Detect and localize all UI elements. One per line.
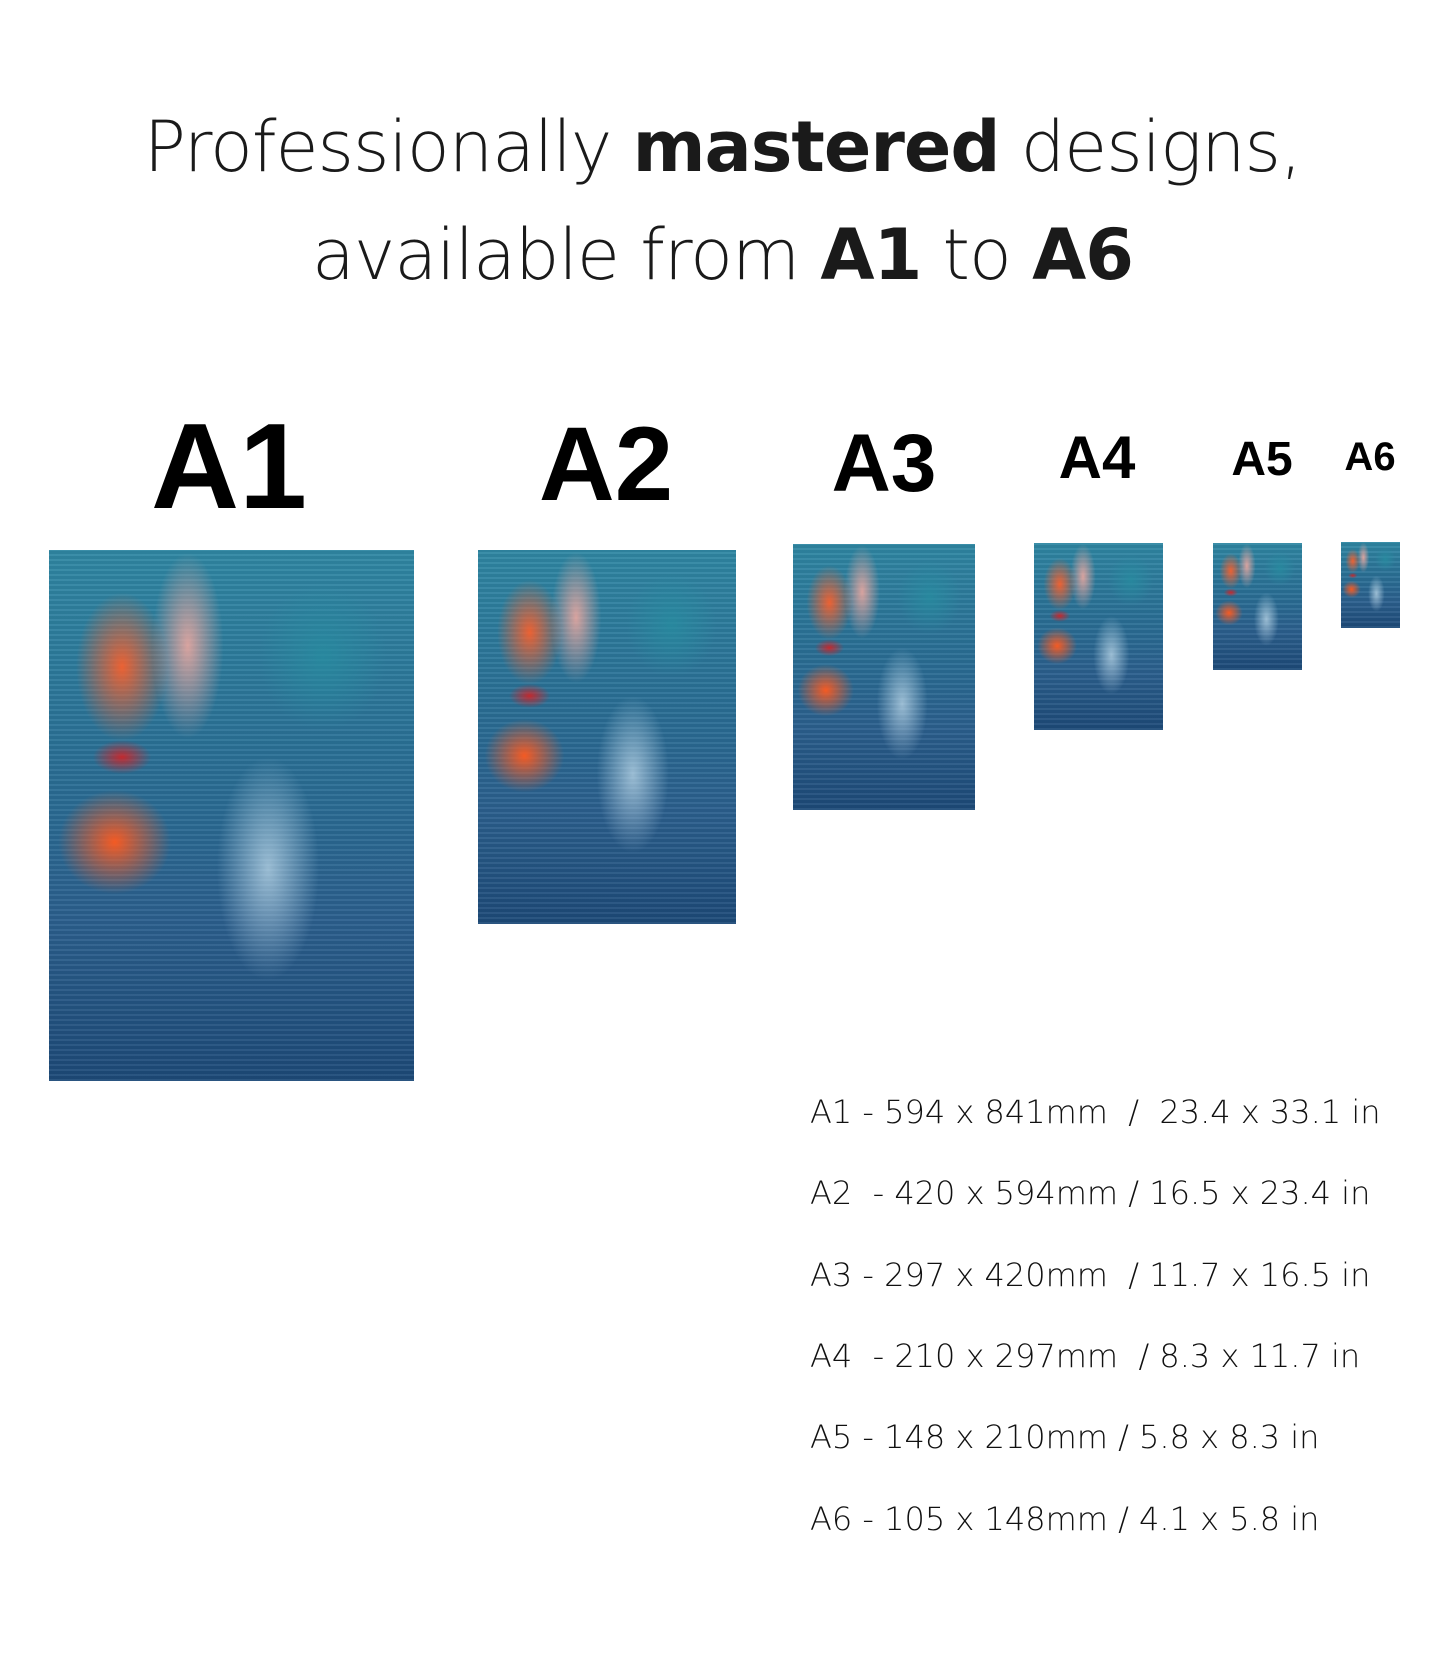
- headline-bold-text: A6: [1032, 214, 1134, 296]
- size-spec-a6: A6 - 105 x 148mm / 4.1 x 5.8 in: [810, 1500, 1320, 1538]
- artwork-preview-a5: [1213, 543, 1302, 670]
- artwork-preview-a1: [49, 550, 414, 1081]
- size-label-a4: A4: [1058, 424, 1136, 491]
- size-label-a6: A6: [1344, 435, 1396, 479]
- headline-line-1: Professionally mastered designs,: [0, 112, 1445, 182]
- size-label-a1: A1: [151, 398, 307, 534]
- size-spec-a3: A3 - 297 x 420mm / 11.7 x 16.5 in: [810, 1256, 1371, 1294]
- size-label-a3: A3: [831, 418, 937, 509]
- size-spec-a2: A2 - 420 x 594mm / 16.5 x 23.4 in: [810, 1174, 1371, 1212]
- artwork-preview-a4: [1034, 543, 1163, 730]
- headline-line-2: available from A1 to A6: [0, 220, 1445, 290]
- artwork-preview-a2: [478, 550, 736, 924]
- size-label-a2: A2: [538, 406, 674, 523]
- headline-text: designs,: [999, 106, 1303, 188]
- headline-text: available from: [312, 214, 821, 296]
- headline-text: Professionally: [143, 106, 633, 188]
- headline-bold-text: mastered: [632, 106, 1001, 188]
- size-label-a5: A5: [1231, 433, 1293, 486]
- size-spec-a1: A1 - 594 x 841mm / 23.4 x 33.1 in: [810, 1093, 1381, 1131]
- artwork-preview-a3: [793, 544, 975, 810]
- headline-text: to: [921, 214, 1033, 296]
- size-spec-a4: A4 - 210 x 297mm / 8.3 x 11.7 in: [810, 1337, 1361, 1375]
- artwork-preview-a6: [1341, 542, 1400, 628]
- headline-bold-text: A1: [820, 214, 922, 296]
- size-spec-a5: A5 - 148 x 210mm / 5.8 x 8.3 in: [810, 1418, 1320, 1456]
